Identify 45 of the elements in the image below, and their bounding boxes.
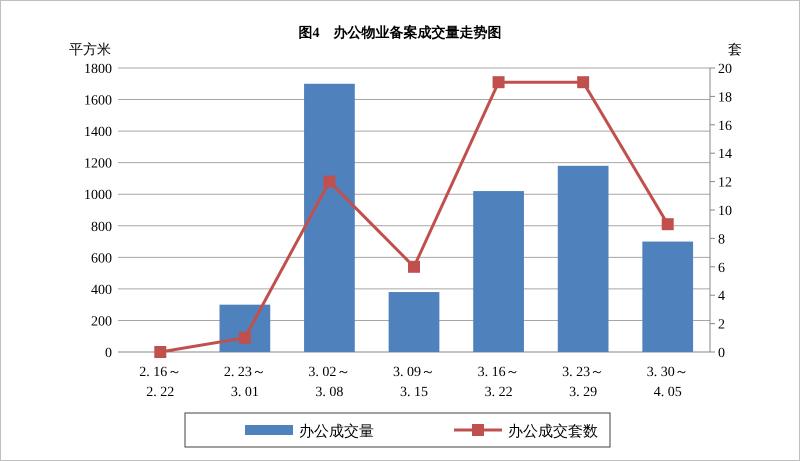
bar [304,84,355,352]
point [662,218,674,230]
y-tick-label: 0 [105,346,112,361]
y-tick-label: 800 [91,220,112,235]
y2-tick-label: 2 [718,318,725,333]
y-tick-label: 1800 [84,62,112,77]
y-tick-label: 200 [91,314,112,330]
point [154,346,166,358]
point [238,332,251,344]
y2-tick-label: 12 [718,176,732,191]
x-tick-label: 3. 23～ 3. 29 [562,365,604,400]
y-tick-label: 400 [91,282,112,298]
x-tick-label: 3. 09～ 3. 15 [393,365,435,400]
point [577,76,590,88]
y2-tick-label: 14 [718,147,732,162]
y2-tick-label: 20 [718,62,732,77]
x-tick-label: 3. 02～ 3. 08 [308,365,350,400]
point [492,76,505,88]
y2-tick-label: 10 [718,204,732,219]
y-tick-label: 1600 [84,94,112,109]
y-tick-label: 1400 [84,125,112,140]
x-tick-label: 3. 30～ 4. 05 [646,365,689,400]
x-tick-label: 2. 16～ 2. 22 [139,365,182,400]
y2-tick-label: 8 [718,232,725,248]
x-tick-label: 2. 23～ 3. 01 [224,365,266,400]
bar [642,242,694,352]
y2-tick-label: 16 [718,118,732,134]
y-tick-label: 1000 [84,188,112,204]
x-tick-label: 3. 16～ 3. 22 [478,365,520,400]
y-tick-label: 600 [91,251,112,266]
chart-title: 图4 办公物业备案成交量走势图 [298,24,502,41]
y2-tick-label: 0 [718,346,725,361]
bar [558,166,609,352]
legend-label: 办公成交套数 [508,423,598,440]
y2-tick-label: 4 [718,289,725,304]
bar [388,292,440,352]
point [323,176,336,188]
bar [473,191,524,352]
y-tick-label: 1200 [84,156,112,172]
point [408,260,420,273]
y2-tick-label: 6 [718,260,725,276]
y2-axis-title: 套 [728,42,742,58]
y-axis-title: 平方米 [69,42,111,58]
legend-label: 办公成交量 [299,423,374,440]
y2-tick-label: 18 [718,90,732,106]
